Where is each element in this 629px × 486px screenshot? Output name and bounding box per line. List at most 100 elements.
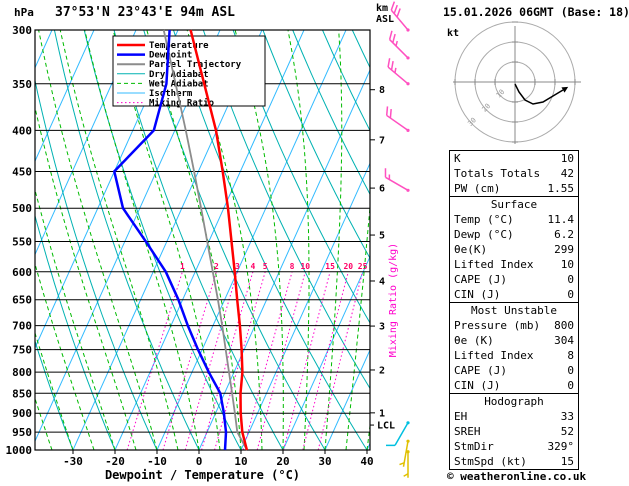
panel-most-unstable: Most Unstable Pressure (mb) 800 θe (K) 304 Li… bbox=[449, 302, 579, 394]
row-label: StmSpd (kt) bbox=[454, 455, 527, 468]
row-value: 8 bbox=[567, 349, 574, 362]
row-label: K bbox=[454, 152, 461, 165]
mixing-ratio-label: 1 bbox=[180, 262, 185, 271]
row-label: Lifted Index bbox=[454, 258, 534, 271]
wind-barb-station-dot bbox=[406, 188, 410, 192]
wet-adiabat-line bbox=[35, 262, 95, 450]
wet-adiabat-line bbox=[35, 331, 74, 450]
station-title: 37°53'N 23°43'E 94m ASL bbox=[55, 5, 236, 20]
mixing-ratio-label: 20 bbox=[343, 262, 353, 271]
mixing-ratio-label: 25 bbox=[358, 262, 368, 271]
row-value: 0 bbox=[567, 288, 574, 301]
wind-barb-half bbox=[403, 473, 409, 477]
plot-border bbox=[34, 29, 371, 451]
wind-barb-full bbox=[390, 60, 394, 71]
x-axis-title: Dewpoint / Temperature (°C) bbox=[104, 468, 301, 482]
row-value: 10 bbox=[560, 152, 574, 165]
km-tick-label: 8 bbox=[379, 85, 385, 96]
panel-row: SREH 52 bbox=[450, 424, 578, 439]
pressure-unit-label: hPa bbox=[14, 6, 34, 19]
km-tick-label: 5 bbox=[379, 231, 385, 242]
panel-header: Most Unstable bbox=[470, 304, 558, 317]
panel-row: CAPE (J) 0 bbox=[450, 363, 578, 378]
wind-barb-half bbox=[394, 67, 397, 73]
pressure-tick-label: 750 bbox=[12, 344, 32, 357]
mixing-ratio-label: 8 bbox=[290, 262, 295, 271]
km-tick-label: 2 bbox=[379, 365, 385, 376]
pressure-tick-label: 850 bbox=[12, 387, 32, 400]
wind-barb-staff bbox=[402, 441, 409, 467]
hodograph: 10 20 30 kt bbox=[443, 20, 585, 150]
row-value: 304 bbox=[554, 334, 574, 347]
isotherm-line bbox=[240, 162, 370, 450]
mixing-ratio-axis-label: Mixing Ratio (g/kg) bbox=[388, 243, 399, 357]
pressure-tick-label: 300 bbox=[12, 24, 32, 37]
legend-label: Temperature bbox=[149, 41, 209, 51]
dry-adiabat-line bbox=[351, 30, 370, 69]
wind-barb-full bbox=[396, 8, 401, 18]
wind-barb-station-dot bbox=[406, 28, 410, 32]
row-value: 42 bbox=[560, 167, 574, 180]
row-value: 0 bbox=[567, 379, 574, 392]
wind-barb-full bbox=[387, 58, 391, 68]
wet-adiabat-line bbox=[345, 201, 370, 450]
wet-adiabat-line bbox=[146, 30, 242, 450]
panel-row: Temp (°C) 11.4 bbox=[450, 212, 578, 227]
x-tick-label: -30 bbox=[63, 455, 83, 468]
dry-adiabat-line bbox=[292, 30, 370, 196]
wind-barb-full bbox=[390, 1, 396, 11]
indices-panels: K 10 Totals Totals 42 PW (cm) 1.55 Surface Temp… bbox=[449, 150, 579, 470]
row-label: Pressure (mb) bbox=[454, 319, 541, 332]
panel-header: Surface bbox=[490, 198, 538, 211]
panel-row: CIN (J) 0 bbox=[450, 287, 578, 302]
row-label: CIN (J) bbox=[454, 288, 501, 301]
row-label: Temp (°C) bbox=[454, 213, 514, 226]
panel-row: CAPE (J) 0 bbox=[450, 272, 578, 287]
altitude-unit-asl: ASL bbox=[376, 14, 395, 25]
panel-indices: K 10 Totals Totals 42 PW (cm) 1.55 bbox=[449, 150, 579, 197]
panel-row: θe(K) 299 bbox=[450, 242, 578, 257]
hodo-trace-arrow bbox=[561, 86, 569, 93]
panel-surface: Surface Temp (°C) 11.4 Dewp (°C) 6.2 θe(K) 299… bbox=[449, 196, 579, 303]
legend-label: Isotherm bbox=[149, 89, 193, 99]
panel-row: EH 33 bbox=[450, 409, 578, 424]
pressure-tick-label: 1000 bbox=[6, 444, 33, 457]
hodo-unit-label: kt bbox=[447, 28, 459, 39]
wind-barb-staff bbox=[394, 422, 409, 446]
legend-box bbox=[112, 35, 266, 107]
temperature-curve bbox=[189, 29, 249, 451]
x-tick-label: 0 bbox=[196, 455, 203, 468]
row-value: 1.55 bbox=[547, 182, 575, 195]
wind-barb-station-dot bbox=[406, 128, 410, 132]
row-label: Dewp (°C) bbox=[454, 228, 514, 241]
x-tick-label: 40 bbox=[360, 455, 373, 468]
row-label: θe (K) bbox=[454, 334, 494, 347]
panel-row: Totals Totals 42 bbox=[450, 166, 578, 181]
row-value: 800 bbox=[554, 319, 574, 332]
panel-row: StmDir 329° bbox=[450, 439, 578, 454]
row-value: 329° bbox=[547, 440, 575, 453]
isotherm-line bbox=[0, 30, 10, 450]
row-value: 52 bbox=[560, 425, 574, 438]
wind-barb-full bbox=[392, 33, 396, 43]
km-tick-label: 4 bbox=[379, 276, 385, 287]
km-tick-label: 7 bbox=[379, 135, 385, 146]
pressure-tick-label: 950 bbox=[12, 426, 32, 439]
wind-barb-full bbox=[393, 4, 398, 14]
pressure-tick-label: 450 bbox=[12, 165, 32, 178]
panel-header: Hodograph bbox=[484, 395, 544, 408]
row-label: PW (cm) bbox=[454, 182, 501, 195]
panel-row: Dewp (°C) 6.2 bbox=[450, 227, 578, 242]
row-value: 15 bbox=[560, 455, 574, 468]
panel-row: θe (K) 304 bbox=[450, 333, 578, 348]
isotherm-line bbox=[324, 348, 370, 450]
legend-label: Parcel Trajectory bbox=[149, 59, 242, 70]
panel-row: StmSpd (kt) 15 bbox=[450, 454, 578, 469]
legend-label: Dry Adiabat bbox=[149, 69, 209, 80]
legend-label: Wet Adiabat bbox=[149, 78, 209, 89]
wind-barb-full bbox=[385, 106, 389, 116]
hodo-ring-label: 10 bbox=[495, 88, 507, 100]
